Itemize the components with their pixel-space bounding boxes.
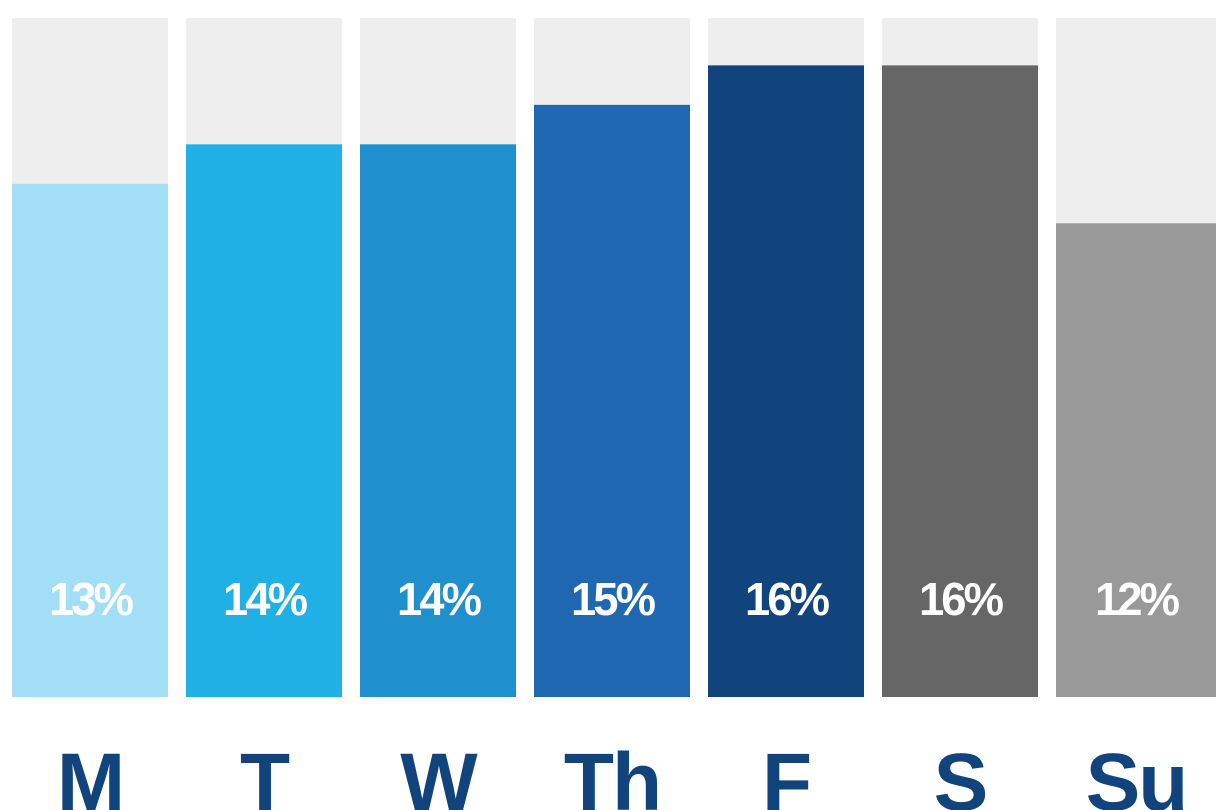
category-labels: M T W Th F S Su bbox=[57, 737, 1189, 810]
category-label-t: T bbox=[240, 737, 290, 810]
category-label-w: W bbox=[400, 737, 478, 810]
category-label-su: Su bbox=[1086, 737, 1187, 810]
category-label-s: S bbox=[934, 737, 987, 810]
value-label-th: 15% bbox=[571, 573, 655, 625]
bar-t bbox=[186, 144, 342, 698]
value-label-s: 16% bbox=[919, 573, 1003, 625]
value-label-m: 13% bbox=[49, 573, 133, 625]
bar-su bbox=[1056, 223, 1216, 698]
value-label-t: 14% bbox=[223, 573, 307, 625]
bar-f bbox=[708, 65, 864, 698]
bar-s bbox=[882, 65, 1038, 698]
value-label-w: 14% bbox=[397, 573, 481, 625]
bar-w bbox=[360, 144, 516, 698]
value-labels: 13% 14% 14% 15% 16% 16% 12% bbox=[49, 573, 1182, 625]
value-label-f: 16% bbox=[745, 573, 829, 625]
category-label-th: Th bbox=[564, 737, 660, 810]
value-label-su: 12% bbox=[1095, 573, 1179, 625]
bar-th bbox=[534, 104, 690, 698]
category-label-f: F bbox=[762, 737, 810, 810]
bar-m bbox=[12, 183, 168, 698]
bars bbox=[12, 65, 1216, 698]
category-label-m: M bbox=[57, 737, 123, 810]
